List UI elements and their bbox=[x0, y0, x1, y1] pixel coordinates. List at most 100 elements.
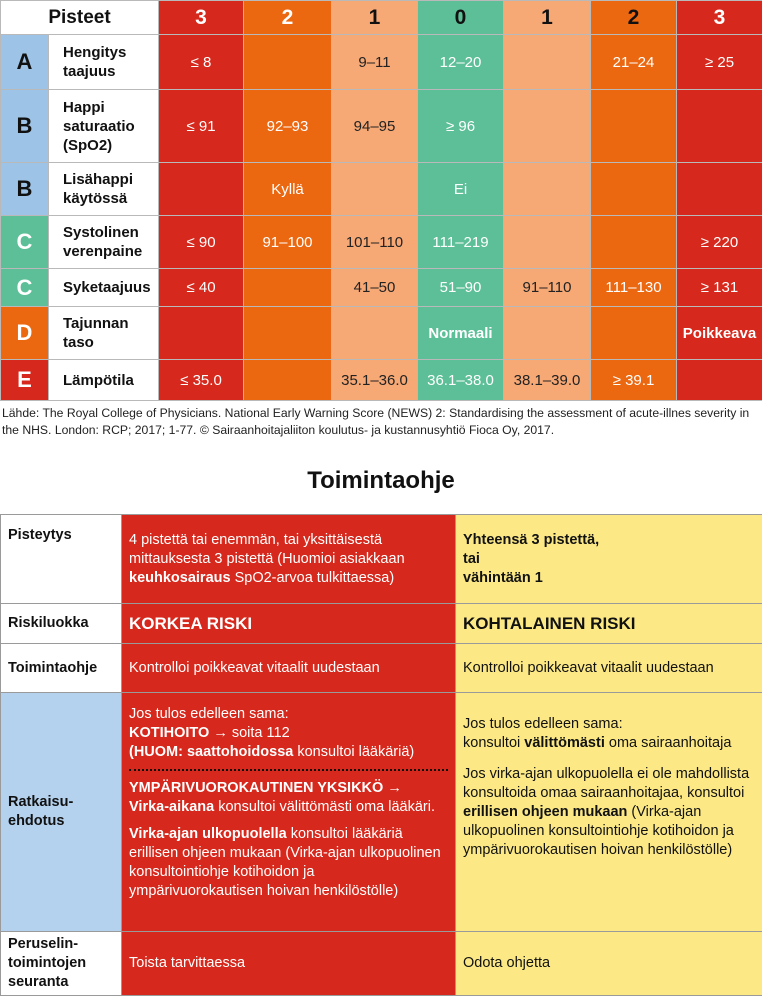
moderate-risk-scoring: Yhteensä 3 pistettä, tai vähintään 1 bbox=[455, 514, 762, 604]
score-cell: 41–50 bbox=[331, 268, 418, 307]
score-cell bbox=[590, 306, 677, 360]
parameter-label: Lämpötila bbox=[48, 359, 159, 401]
score-cell: ≥ 39.1 bbox=[590, 359, 677, 401]
score-cell: 35.1–36.0 bbox=[331, 359, 418, 401]
score-cell: ≥ 96 bbox=[417, 89, 504, 163]
score-cell: 21–24 bbox=[590, 34, 677, 90]
header-score: 2 bbox=[590, 0, 677, 35]
news-score-table: Pisteet 3 2 1 0 1 2 3 A Hengitys taajuus… bbox=[0, 0, 762, 401]
row-ratkaisuehdotus: Ratkaisu- ehdotus Jos tulos edelleen sam… bbox=[0, 692, 762, 932]
score-cell: Kyllä bbox=[243, 162, 332, 216]
high-risk-label: KORKEA RISKI bbox=[121, 603, 456, 644]
score-cell bbox=[590, 162, 677, 216]
score-cell bbox=[590, 89, 677, 163]
parameter-label: Syketaajuus bbox=[48, 268, 159, 307]
score-cell: ≥ 220 bbox=[676, 215, 762, 269]
score-cell: ≤ 8 bbox=[158, 34, 244, 90]
row-label: Pisteytys bbox=[0, 514, 122, 604]
score-cell: ≤ 35.0 bbox=[158, 359, 244, 401]
score-cell bbox=[243, 359, 332, 401]
score-cell bbox=[676, 162, 762, 216]
score-cell bbox=[331, 306, 418, 360]
dotted-divider bbox=[129, 769, 448, 771]
category-letter: B bbox=[0, 89, 49, 163]
row-label: Toimintaohje bbox=[0, 643, 122, 693]
category-letter: C bbox=[0, 268, 49, 307]
high-risk-instruction: Kontrolloi poikkeavat vitaalit uudestaan bbox=[121, 643, 456, 693]
score-cell bbox=[331, 162, 418, 216]
score-cell: ≥ 25 bbox=[676, 34, 762, 90]
row-label: Ratkaisu- ehdotus bbox=[0, 692, 122, 932]
score-cell bbox=[503, 162, 591, 216]
score-cell: ≤ 90 bbox=[158, 215, 244, 269]
header-score: 3 bbox=[676, 0, 762, 35]
score-cell: ≤ 40 bbox=[158, 268, 244, 307]
high-risk-scoring: 4 pistettä tai enemmän, tai yksittäisest… bbox=[121, 514, 456, 604]
header-score: 2 bbox=[243, 0, 332, 35]
category-letter: D bbox=[0, 306, 49, 360]
category-letter: B bbox=[0, 162, 49, 216]
score-cell bbox=[503, 34, 591, 90]
score-cell: 111–219 bbox=[417, 215, 504, 269]
news-row-supplemental-oxygen: B Lisähappi käytössä Kyllä Ei bbox=[0, 162, 762, 216]
score-cell bbox=[243, 306, 332, 360]
score-cell: 92–93 bbox=[243, 89, 332, 163]
category-letter: A bbox=[0, 34, 49, 90]
parameter-label: Hengitys taajuus bbox=[48, 34, 159, 90]
moderate-risk-monitoring: Odota ohjetta bbox=[455, 931, 762, 996]
header-score: 1 bbox=[331, 0, 418, 35]
high-risk-monitoring: Toista tarvittaessa bbox=[121, 931, 456, 996]
score-cell bbox=[590, 215, 677, 269]
news-row-respiration: A Hengitys taajuus ≤ 8 9–11 12–20 21–24 … bbox=[0, 34, 762, 90]
score-cell bbox=[158, 162, 244, 216]
row-riskiluokka: Riskiluokka KORKEA RISKI KOHTALAINEN RIS… bbox=[0, 603, 762, 644]
parameter-label: Tajunnan taso bbox=[48, 306, 159, 360]
score-cell bbox=[503, 89, 591, 163]
parameter-label: Lisähappi käytössä bbox=[48, 162, 159, 216]
action-table: Pisteytys 4 pistettä tai enemmän, tai yk… bbox=[0, 514, 762, 996]
score-cell: Normaali bbox=[417, 306, 504, 360]
score-cell bbox=[503, 215, 591, 269]
news-row-saturation: B Happi saturaatio (SpO2) ≤ 91 92–93 94–… bbox=[0, 89, 762, 163]
score-cell bbox=[676, 89, 762, 163]
score-cell: Poikkeava bbox=[676, 306, 762, 360]
score-cell: 94–95 bbox=[331, 89, 418, 163]
row-label: Riskiluokka bbox=[0, 603, 122, 644]
parameter-label: Happi saturaatio (SpO2) bbox=[48, 89, 159, 163]
score-cell: 12–20 bbox=[417, 34, 504, 90]
header-score: 1 bbox=[503, 0, 591, 35]
score-cell: ≥ 131 bbox=[676, 268, 762, 307]
score-cell: 111–130 bbox=[590, 268, 677, 307]
score-cell bbox=[243, 34, 332, 90]
score-cell: 91–110 bbox=[503, 268, 591, 307]
header-score: 3 bbox=[158, 0, 244, 35]
moderate-risk-label: KOHTALAINEN RISKI bbox=[455, 603, 762, 644]
high-risk-solution: Jos tulos edelleen sama: KOTIHOITO → soi… bbox=[121, 692, 456, 932]
news-row-systolic-bp: C Systolinen verenpaine ≤ 90 91–100 101–… bbox=[0, 215, 762, 269]
row-pisteytys: Pisteytys 4 pistettä tai enemmän, tai yk… bbox=[0, 514, 762, 604]
score-cell: 51–90 bbox=[417, 268, 504, 307]
category-letter: C bbox=[0, 215, 49, 269]
source-note: Lähde: The Royal College of Physicians. … bbox=[2, 406, 750, 437]
row-seuranta: Peruselin- toimintojen seuranta Toista t… bbox=[0, 931, 762, 996]
score-cell bbox=[158, 306, 244, 360]
moderate-risk-solution: Jos tulos edelleen sama: konsultoi välit… bbox=[455, 692, 762, 932]
score-cell: 91–100 bbox=[243, 215, 332, 269]
score-cell bbox=[676, 359, 762, 401]
news-header-row: Pisteet 3 2 1 0 1 2 3 bbox=[0, 0, 762, 35]
news-row-pulse: C Syketaajuus ≤ 40 41–50 51–90 91–110 11… bbox=[0, 268, 762, 307]
parameter-label: Systolinen verenpaine bbox=[48, 215, 159, 269]
score-cell: Ei bbox=[417, 162, 504, 216]
news-row-temperature: E Lämpötila ≤ 35.0 35.1–36.0 36.1–38.0 3… bbox=[0, 359, 762, 401]
moderate-risk-instruction: Kontrolloi poikkeavat vitaalit uudestaan bbox=[455, 643, 762, 693]
score-cell: 101–110 bbox=[331, 215, 418, 269]
score-cell: 38.1–39.0 bbox=[503, 359, 591, 401]
score-cell: 9–11 bbox=[331, 34, 418, 90]
header-title: Pisteet bbox=[0, 0, 159, 35]
news-row-consciousness: D Tajunnan taso Normaali Poikkeava bbox=[0, 306, 762, 360]
section-title: Toimintaohje bbox=[307, 467, 455, 494]
row-toimintaohje: Toimintaohje Kontrolloi poikkeavat vitaa… bbox=[0, 643, 762, 693]
score-cell: 36.1–38.0 bbox=[417, 359, 504, 401]
score-cell bbox=[243, 268, 332, 307]
score-cell: ≤ 91 bbox=[158, 89, 244, 163]
